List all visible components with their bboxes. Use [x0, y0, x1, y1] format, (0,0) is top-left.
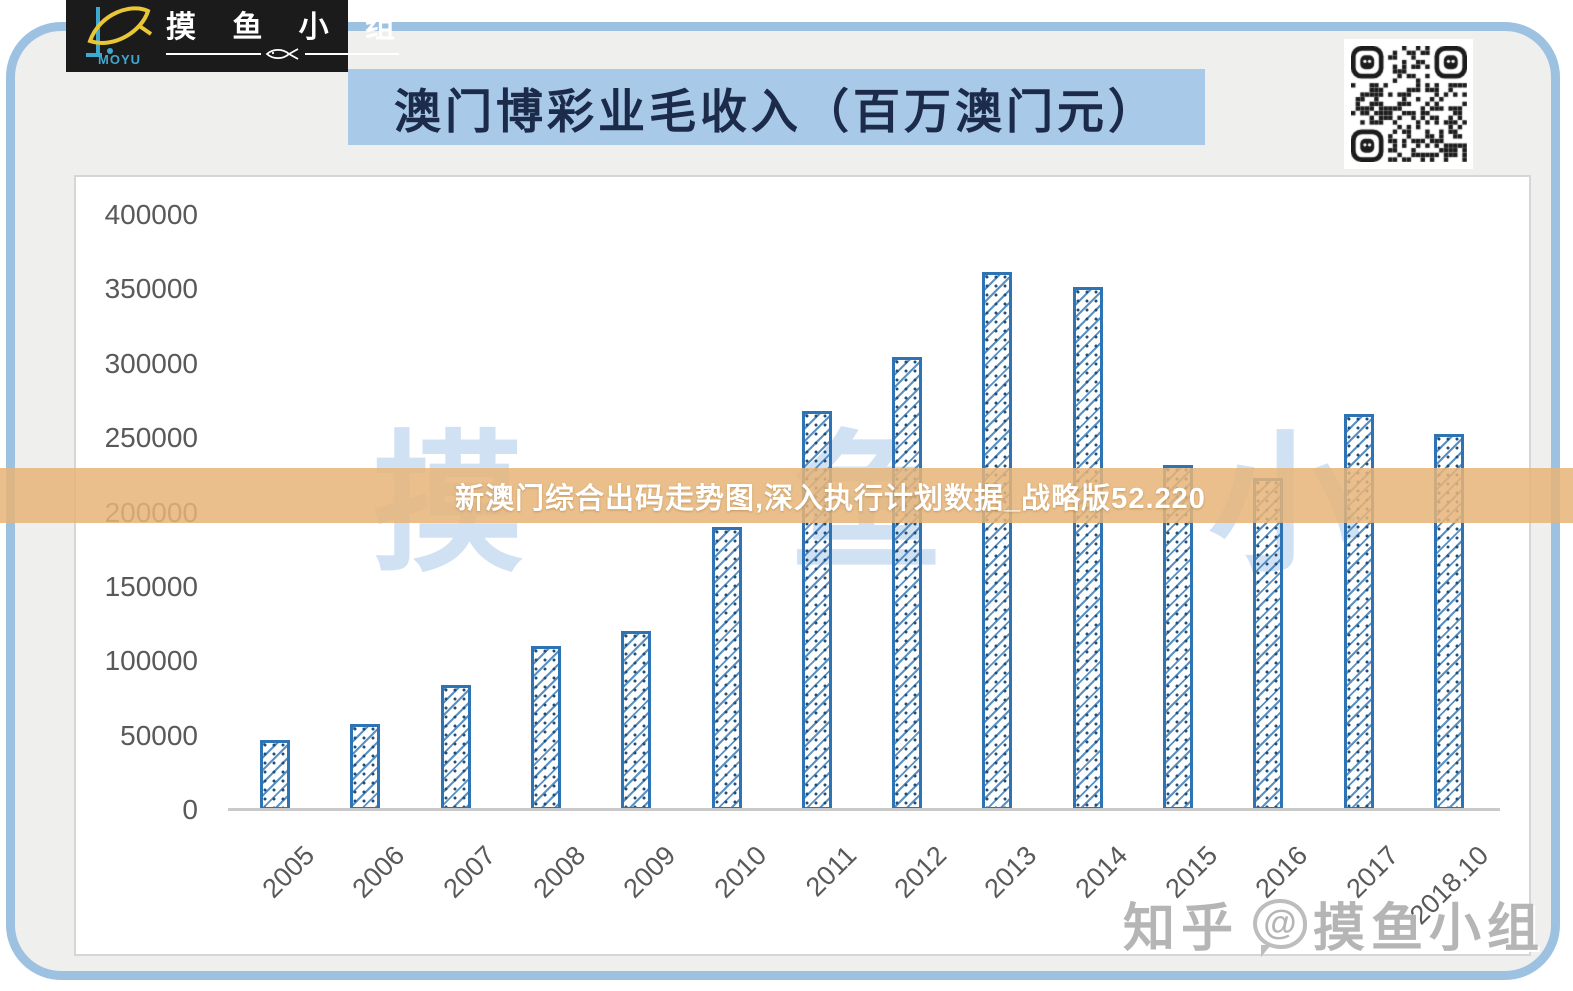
bar-2008 [531, 646, 561, 810]
x-tick-label: 2008 [527, 840, 592, 904]
bar-2010 [712, 527, 742, 810]
bar-2005 [260, 740, 290, 810]
x-tick-label: 2007 [437, 840, 502, 904]
bar-2009 [621, 631, 651, 810]
zhihu-watermark-prefix: 知乎 [1122, 900, 1239, 958]
x-tick-label: 2012 [888, 840, 953, 904]
brand-text-block: 摸 鱼 小 组 [156, 11, 409, 61]
promo-overlay-banner: 新澳门综合出码走势图,深入执行计划数据_战略版52.220 [0, 468, 1573, 523]
zhihu-watermark-handle: 摸鱼小组 [1312, 900, 1545, 958]
bar-2007 [441, 685, 471, 810]
x-tick-label: 2005 [256, 840, 321, 904]
fish-divider-icon [260, 46, 305, 61]
y-tick-label: 400000 [104, 199, 198, 230]
qr-code [1344, 39, 1473, 169]
moyu-logo: MOYU 摸 鱼 小 组 [66, 0, 399, 72]
x-tick-label: 2010 [708, 840, 773, 904]
moyu-fish-icon: MOYU [72, 1, 156, 71]
chart-title: 澳门博彩业毛收入（百万澳门元） [394, 84, 1159, 138]
x-tick-label: 2011 [799, 840, 863, 903]
y-tick-label: 100000 [104, 645, 198, 676]
y-tick-label: 250000 [104, 422, 198, 453]
y-tick-label: 350000 [104, 273, 198, 304]
divider-line-right [304, 52, 399, 55]
y-tick-label: 150000 [104, 571, 198, 602]
divider-line-left [166, 52, 261, 55]
promo-overlay-text: 新澳门综合出码走势图,深入执行计划数据_战略版52.220 [455, 482, 1206, 515]
x-axis-line [228, 808, 1500, 811]
brand-name: 摸 鱼 小 组 [166, 11, 410, 44]
bar-2012 [892, 357, 922, 810]
chart-title-banner: 澳门博彩业毛收入（百万澳门元） [348, 69, 1205, 145]
bar-2013 [982, 272, 1012, 810]
qr-code-canvas [1350, 46, 1467, 162]
x-tick-label: 2009 [617, 840, 682, 904]
moyu-wordmark: MOYU [98, 52, 141, 67]
zhihu-watermark: 知乎 @ 摸鱼小组 [1123, 886, 1545, 961]
speech-bubble-icon: @ [1252, 898, 1307, 957]
y-tick-label: 0 [182, 794, 198, 825]
x-tick-label: 2013 [978, 840, 1043, 904]
bar-2014 [1073, 287, 1103, 810]
y-tick-label: 50000 [120, 720, 198, 751]
y-tick-label: 300000 [104, 348, 198, 379]
at-sign: @ [1263, 904, 1297, 942]
chart-panel: 摸 鱼 小 组 05000010000015000020000025000030… [74, 175, 1573, 956]
x-tick-label: 2006 [346, 840, 411, 904]
brand-divider [166, 46, 399, 61]
bar-2016 [1253, 478, 1283, 810]
bar-2006 [350, 724, 380, 810]
